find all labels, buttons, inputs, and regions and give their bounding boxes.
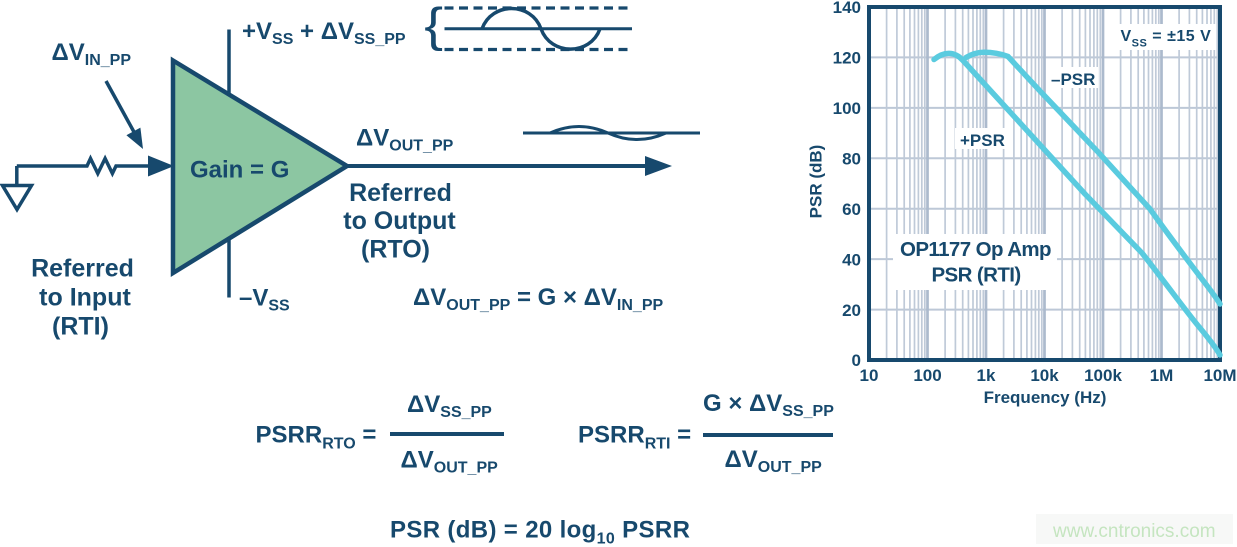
svg-text:PSR (dB) = 20 log10 PSRR: PSR (dB) = 20 log10 PSRR	[390, 517, 690, 547]
svg-text:PSR (dB): PSR (dB)	[807, 145, 826, 219]
svg-text:OP1177 Op Amp: OP1177 Op Amp	[900, 238, 1051, 261]
svg-text:10k: 10k	[1030, 366, 1059, 385]
svg-text:Referred: Referred	[31, 255, 134, 283]
svg-text:80: 80	[842, 150, 861, 169]
svg-text:120: 120	[833, 49, 861, 68]
svg-text:PSRRRTI =: PSRRRTI =	[578, 422, 691, 453]
svg-text:(RTI): (RTI)	[52, 313, 109, 341]
svg-text:1M: 1M	[1150, 366, 1174, 385]
svg-text:60: 60	[842, 200, 861, 219]
svg-text:{: {	[424, 0, 443, 52]
svg-text:Referred: Referred	[349, 179, 452, 207]
svg-text:20: 20	[842, 301, 861, 320]
svg-text:100k: 100k	[1084, 366, 1122, 385]
svg-text:ΔVOUT_PP = G × ΔVIN_PP: ΔVOUT_PP = G × ΔVIN_PP	[413, 284, 663, 314]
svg-text:10: 10	[860, 366, 879, 385]
svg-text:100: 100	[913, 366, 941, 385]
svg-text:to Input: to Input	[39, 284, 131, 312]
svg-text:to Output: to Output	[343, 207, 456, 235]
svg-text:–VSS: –VSS	[239, 285, 290, 315]
svg-text:+PSR: +PSR	[960, 131, 1005, 150]
svg-text:140: 140	[833, 0, 861, 17]
svg-text:(RTO): (RTO)	[361, 236, 430, 264]
svg-text:PSRRRTO =: PSRRRTO =	[256, 422, 377, 453]
svg-text:1k: 1k	[977, 366, 996, 385]
svg-text:10M: 10M	[1203, 366, 1236, 385]
svg-text:–PSR: –PSR	[1051, 70, 1095, 89]
svg-text:100: 100	[833, 99, 861, 118]
svg-text:Frequency (Hz): Frequency (Hz)	[984, 388, 1107, 407]
svg-text:PSR (RTI): PSR (RTI)	[931, 264, 1020, 287]
svg-text:40: 40	[842, 251, 861, 270]
svg-text:0: 0	[852, 351, 861, 370]
svg-text:Gain = G: Gain = G	[190, 157, 289, 184]
svg-text:www.cntronics.com: www.cntronics.com	[1052, 521, 1216, 542]
